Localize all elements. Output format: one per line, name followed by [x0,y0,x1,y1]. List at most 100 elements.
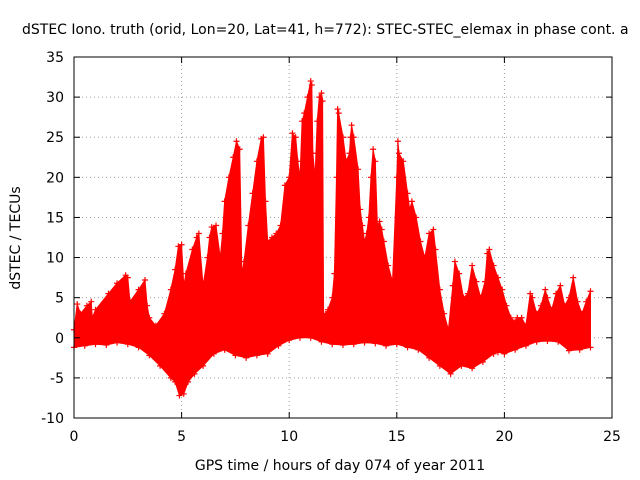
data-point-marker [361,238,368,245]
data-point-marker [262,198,269,205]
dstec-envelope-area [73,80,591,397]
data-point-marker [213,222,220,229]
data-point-marker [372,340,379,347]
chart-title: dSTEC Iono. truth (orid, Lon=20, Lat=41,… [22,22,629,38]
data-point-marker [374,222,381,229]
data-point-marker [469,262,476,269]
y-tick-label: 25 [46,130,64,146]
data-point-marker [296,334,303,341]
data-point-marker [507,314,514,321]
data-point-marker [357,206,364,213]
data-point-marker [587,288,594,295]
y-tick-label: -10 [41,411,64,427]
data-point-marker [299,118,306,125]
y-tick-label: 35 [46,50,64,66]
data-point-marker [408,198,415,205]
data-point-marker [533,310,540,317]
data-point-marker [389,278,396,285]
data-point-marker [404,190,411,197]
data-point-marker [544,294,551,301]
data-point-marker [570,274,577,281]
data-point-marker [393,341,400,348]
data-point-marker [421,254,428,261]
data-point-marker [460,294,467,301]
data-point-marker [281,182,288,189]
y-tick-label: 5 [55,291,64,307]
data-point-marker [308,82,315,89]
data-point-marker [385,262,392,269]
y-tick-label: 20 [46,170,64,186]
data-point-marker [445,326,452,333]
data-point-marker [294,158,301,165]
data-point-marker [236,146,243,153]
data-point-marker [180,282,187,289]
data-point-marker [529,294,536,301]
data-point-marker [260,134,267,141]
data-point-marker [494,349,501,356]
data-point-marker [221,198,228,205]
data-point-marker [204,254,211,261]
data-point-marker [126,298,133,305]
data-point-marker [296,174,303,181]
data-point-marker [273,230,280,237]
x-tick-label: 0 [70,429,79,445]
data-point-marker [522,322,529,329]
data-point-marker [253,352,260,359]
x-tick-label: 5 [177,429,186,445]
data-point-marker [417,238,424,245]
data-point-marker [74,301,81,308]
data-point-marker [542,286,549,293]
data-point-marker [105,290,112,297]
data-point-marker [233,138,240,145]
data-point-marker [469,365,476,372]
data-point-marker [318,338,325,345]
data-point-marker [225,174,232,181]
axis-ticks: 0 5 10 15 20 25 -10 -5 0 5 10 15 20 25 30 35 [41,50,621,445]
data-point-marker [404,344,411,351]
data-point-marker [395,150,402,157]
data-point-marker [230,154,237,161]
data-point-marker [180,390,187,397]
data-point-marker [458,362,465,369]
data-point-marker [565,294,572,301]
data-point-marker [441,310,448,317]
data-point-marker [114,339,121,346]
data-point-marker [447,370,454,377]
data-point-marker [152,322,159,329]
data-point-marker [343,158,350,165]
data-point-marker [561,302,568,309]
data-point-marker [167,374,174,381]
data-point-marker [245,222,252,229]
data-point-marker [372,158,379,165]
data-point-marker [144,302,151,309]
y-tick-label: 30 [46,90,64,106]
data-point-marker [393,174,400,181]
data-point-marker [587,344,594,351]
data-point-marker [286,337,293,344]
data-point-marker [319,98,326,105]
data-point-marker [376,218,383,225]
data-point-marker [200,362,207,369]
data-point-marker [346,150,353,157]
y-tick-label: 15 [46,210,64,226]
data-point-marker [157,362,164,369]
data-point-marker [365,214,372,221]
data-point-marker [490,262,497,269]
data-point-marker [355,166,362,173]
data-point-marker [307,334,314,341]
data-point-marker [436,286,443,293]
data-point-marker [394,138,401,145]
data-point-marker [380,238,387,245]
data-point-marker [340,341,346,348]
data-point-marker [146,352,153,359]
data-point-marker [370,146,377,153]
data-point-marker [264,350,271,357]
data-point-marker [146,314,153,321]
data-point-marker [253,158,260,165]
plot-frame [73,56,613,419]
data-point-marker [479,358,486,365]
data-point-marker [329,341,336,348]
data-point-marker [83,302,90,309]
data-point-marker [88,298,95,305]
data-point-marker [501,350,508,357]
